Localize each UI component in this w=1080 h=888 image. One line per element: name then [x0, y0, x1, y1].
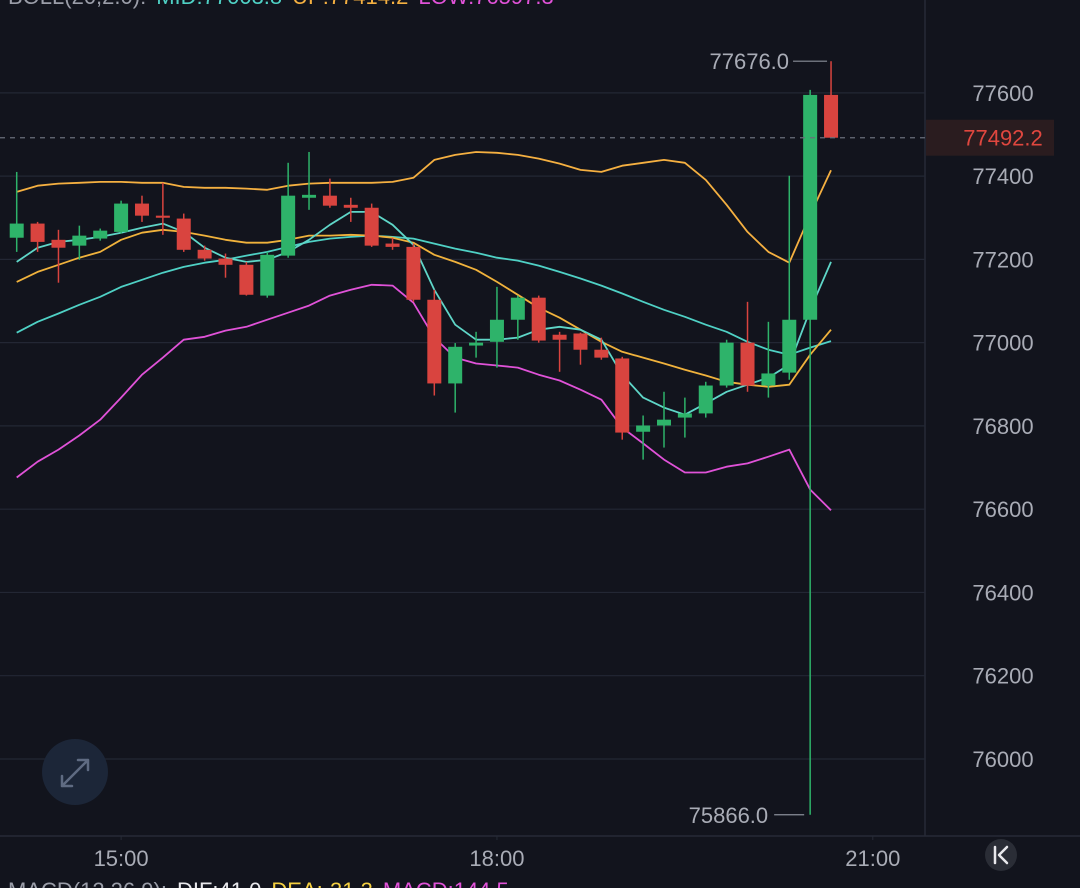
candle-body	[656, 419, 671, 426]
candle-body	[30, 223, 45, 242]
y-tick-label: 76800	[972, 414, 1033, 439]
candle-body	[719, 342, 734, 386]
candle-body	[176, 218, 191, 250]
candles	[9, 61, 839, 815]
candle-body	[698, 385, 713, 414]
y-tick-label: 76200	[972, 664, 1033, 689]
header-item: UP:77414.2	[292, 0, 408, 9]
grid	[0, 92, 925, 840]
candle-body	[114, 203, 129, 232]
footer-item: DIF:41.0	[177, 878, 261, 888]
candle-body	[531, 297, 546, 341]
candle-body	[552, 334, 567, 340]
candle-body	[302, 194, 317, 198]
candle-body	[197, 249, 212, 259]
header-item: MID:77003.8	[156, 0, 282, 9]
candle-body	[469, 342, 484, 346]
candle-body	[51, 239, 66, 248]
candle-body	[615, 358, 630, 433]
candle-body	[343, 204, 358, 208]
footer-item: DEA:-31.3	[271, 878, 373, 888]
candle-body	[448, 346, 463, 384]
candle-body	[281, 195, 296, 256]
scroll-end-icon[interactable]	[993, 845, 1009, 865]
indicator-line	[16, 228, 832, 388]
candle-body	[364, 207, 379, 246]
y-tick-label: 77600	[972, 81, 1033, 106]
candle-body	[72, 235, 87, 246]
candle-body	[761, 373, 776, 386]
indicator-footer: MACD(12,26,9): DIF:41.0 DEA:-31.3 MACD:144.…	[8, 878, 509, 888]
x-tick-label: 18:00	[469, 846, 524, 871]
y-tick-label: 77400	[972, 164, 1033, 189]
expand-icon[interactable]	[60, 758, 90, 788]
x-tick-label: 15:00	[94, 846, 149, 871]
y-tick-label: 76400	[972, 580, 1033, 605]
last-price-label: 77492.2	[963, 126, 1043, 151]
candle-body	[594, 349, 609, 358]
indicator-line	[16, 151, 832, 264]
last-price-tag	[926, 119, 1054, 156]
candle-body	[740, 342, 755, 386]
candle-body	[427, 299, 442, 384]
candle-body	[406, 246, 421, 300]
header-item: LOW:76597.3	[418, 0, 553, 9]
candle-body	[93, 230, 108, 239]
y-tick-label: 76600	[972, 497, 1033, 522]
header-item: BOLL(20,2.0):	[8, 0, 146, 9]
candle-body	[803, 94, 818, 320]
footer-item: MACD(12,26,9):	[8, 878, 167, 888]
y-tick-label: 77200	[972, 247, 1033, 272]
candle-body	[385, 243, 400, 247]
candle-body	[322, 195, 337, 206]
expand-button[interactable]	[42, 739, 108, 805]
candle-body	[239, 264, 254, 295]
candle-body	[218, 258, 233, 265]
max-label: 77676.0	[710, 49, 790, 74]
labels: 76000 76200 76400 76600 76800 77000 77200 77400…	[0, 49, 1054, 871]
scroll-end-button-bg[interactable]	[985, 839, 1017, 871]
indicator-line	[16, 283, 832, 511]
y-tick-label: 76000	[972, 747, 1033, 772]
min-label: 75866.0	[689, 803, 769, 828]
candle-body	[9, 223, 24, 238]
candle-body	[510, 297, 525, 320]
scroll-end-button[interactable]	[985, 839, 1017, 871]
indicator-line	[16, 234, 832, 356]
candle-body	[677, 413, 692, 418]
candle-body	[489, 319, 504, 342]
y-tick-label: 77000	[972, 331, 1033, 356]
indicator-line	[16, 210, 832, 416]
candle-body	[636, 425, 651, 432]
candle-body	[134, 203, 149, 216]
indicator-header: BOLL(20,2.0): MID:77003.8 UP:77414.2 LOW:76…	[8, 0, 554, 9]
candle-body	[824, 94, 839, 138]
x-tick-label: 21:00	[845, 846, 900, 871]
candle-body	[573, 333, 588, 350]
candle-body	[155, 215, 170, 218]
candle-body	[260, 254, 275, 296]
candle-body	[782, 319, 797, 373]
footer-item: MACD:144.5	[383, 878, 509, 888]
indicator-lines	[16, 151, 832, 511]
